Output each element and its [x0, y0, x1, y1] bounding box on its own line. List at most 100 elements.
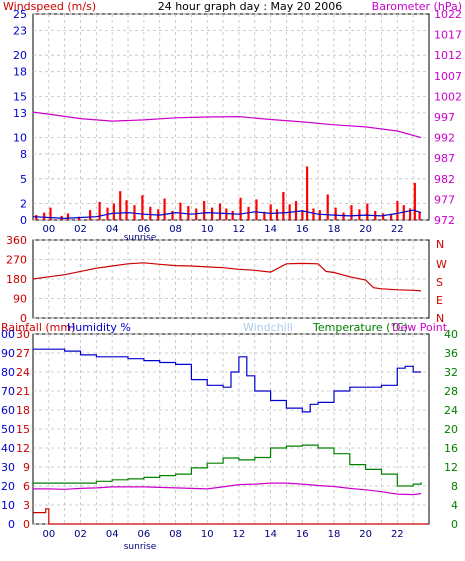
temperature-tick-label: 32 — [444, 366, 458, 379]
humidity-tick-label: 20 — [1, 480, 15, 493]
temperature-tick-label: 4 — [451, 499, 458, 512]
wind-gust-bar — [49, 207, 52, 220]
humidity-tick-label: 80 — [1, 366, 15, 379]
wind-gust-bar — [382, 213, 385, 220]
windspeed-line — [32, 209, 422, 220]
barometer-tick-label: 982 — [434, 173, 455, 186]
barometer-line — [32, 111, 422, 139]
direction-tick-label: 270 — [6, 254, 27, 267]
rainfall-tick-label: 30 — [16, 328, 30, 341]
hour-tick-label: 02 — [74, 224, 87, 235]
rainfall-tick-label: 18 — [16, 404, 30, 417]
wind-gust-bar — [282, 191, 285, 220]
wind-gust-bar — [149, 206, 152, 220]
wind-gust-bar — [366, 203, 369, 220]
direction-letter-n-top: N — [436, 238, 444, 251]
hour-tick-label: 08 — [169, 224, 182, 235]
wind-gust-bar — [66, 213, 70, 220]
wind-gust-bar — [163, 198, 166, 220]
hour-tick-label: 04 — [106, 224, 119, 235]
hour-tick-label: 12 — [233, 224, 246, 235]
wind-gust-bar — [231, 210, 234, 220]
sunrise-label-bottom: sunrise — [124, 542, 157, 552]
wind-gust-bar — [312, 208, 315, 220]
wind-gust-bar — [294, 201, 298, 220]
windspeed-axis-title: Windspeed (m/s) — [3, 0, 96, 13]
hour-tick-label: 06 — [138, 224, 151, 235]
hour-tick-label: 12 — [233, 529, 246, 540]
direction-tick-label: 180 — [6, 273, 27, 286]
chart-title: 24 hour graph day : May 20 2006 — [158, 0, 343, 13]
hour-tick-label: 04 — [106, 529, 119, 540]
wind-gust-bar — [133, 205, 136, 220]
hour-tick-label: 00 — [42, 529, 55, 540]
direction-letter-n-bottom: N — [436, 312, 444, 325]
windspeed-tick-label: 8 — [20, 148, 27, 161]
hour-tick-label: 16 — [296, 529, 309, 540]
direction-letter-w: W — [436, 258, 447, 271]
temperature-tick-label: 24 — [444, 404, 458, 417]
temperature-tick-label: 8 — [451, 480, 458, 493]
barometer-tick-label: 1012 — [434, 49, 462, 62]
windspeed-tick-label: 15 — [13, 90, 27, 103]
dewpoint-line — [33, 482, 422, 496]
wind-gust-bar — [77, 216, 81, 220]
rainfall-tick-label: 21 — [16, 385, 30, 398]
wind-gust-bar — [112, 203, 115, 220]
rainfall-tick-label: 3 — [23, 499, 30, 512]
wind-gust-bar — [218, 203, 222, 220]
humidity-tick-label: 50 — [1, 423, 15, 436]
direction-tick-label: 0 — [20, 312, 27, 325]
temperature-tick-label: 12 — [444, 461, 458, 474]
windspeed-tick-label: 5 — [20, 173, 27, 186]
wind-gust-bar — [358, 209, 361, 220]
hour-tick-label: 18 — [328, 224, 341, 235]
wind-gust-bar — [98, 201, 101, 220]
hour-tick-label: 14 — [264, 529, 277, 540]
windspeed-tick-label: 13 — [13, 107, 27, 120]
rainfall-tick-label: 15 — [16, 423, 30, 436]
humidity-tick-label: 70 — [1, 385, 15, 398]
wind-gust-bar — [125, 200, 128, 220]
wind-gust-bar — [263, 211, 266, 220]
wind-gust-bar — [247, 206, 250, 220]
hour-tick-label: 10 — [201, 224, 214, 235]
humidity-tick-label: 90 — [1, 347, 15, 360]
hour-tick-label: 16 — [296, 224, 309, 235]
barometer-tick-label: 987 — [434, 152, 455, 165]
wind-gust-bar — [334, 207, 337, 220]
wind-gust-bar — [306, 166, 309, 220]
temperature-tick-label: 36 — [444, 347, 458, 360]
wind-gust-bar — [225, 208, 228, 220]
hour-tick-label: 06 — [138, 529, 151, 540]
humidity-tick-label: 30 — [1, 461, 15, 474]
temperature-axis-title: Temperature (°C) — [312, 321, 408, 334]
wind-gust-bar — [389, 214, 393, 220]
rainfall-tick-label: 24 — [16, 366, 30, 379]
windspeed-tick-label: 20 — [13, 49, 27, 62]
wind-gust-bar — [275, 209, 279, 220]
wind-gust-bar — [418, 211, 421, 220]
direction-letter-s: S — [436, 276, 443, 289]
humidity-tick-label: 100 — [0, 328, 15, 341]
barometer-tick-label: 997 — [434, 111, 455, 124]
hour-tick-label: 10 — [201, 529, 214, 540]
hour-tick-label: 20 — [359, 529, 372, 540]
wind-gust-bar — [187, 205, 190, 220]
wind-gust-bar — [119, 191, 122, 220]
temperature-line — [33, 444, 422, 487]
wind-gust-bar — [255, 199, 258, 220]
rainfall-axis-title: Rainfall (mm) — [1, 321, 75, 334]
wind-gust-bar — [203, 201, 206, 220]
rainfall-tick-label: 27 — [16, 347, 30, 360]
rainfall-tick-label: 0 — [23, 518, 30, 531]
rainfall-tick-label: 9 — [23, 461, 30, 474]
windspeed-tick-label: 0 — [20, 214, 27, 227]
humidity-line — [33, 348, 422, 413]
temperature-tick-label: 0 — [451, 518, 458, 531]
hour-tick-label: 14 — [264, 224, 277, 235]
temperature-tick-label: 20 — [444, 423, 458, 436]
humidity-tick-label: 60 — [1, 404, 15, 417]
sunrise-label-top: sunrise — [124, 233, 157, 243]
